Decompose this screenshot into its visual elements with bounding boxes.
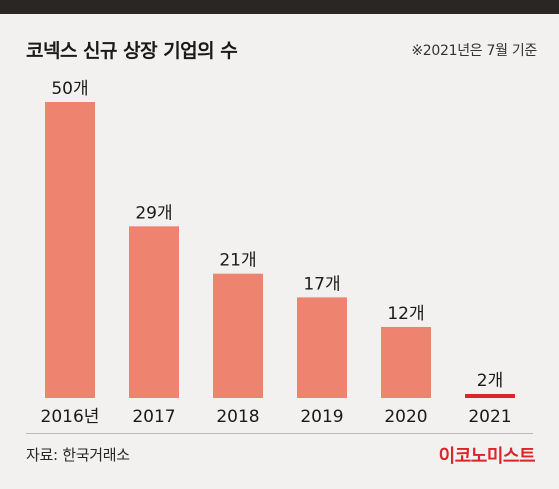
value-label-2: 21개 xyxy=(219,251,256,271)
x-tick-label-1: 2017 xyxy=(132,407,175,427)
x-tick-label-4: 2020 xyxy=(384,407,427,427)
chart-title: 코넥스 신규 상장 기업의 수 xyxy=(26,40,238,62)
bar-5 xyxy=(465,394,515,398)
chart-note: ※2021년은 7월 기준 xyxy=(411,43,537,59)
bar-4 xyxy=(381,326,431,398)
x-tick-label-2: 2018 xyxy=(216,407,259,427)
value-label-3: 17개 xyxy=(303,274,340,294)
source-label: 자료: 한국거래소 xyxy=(26,446,130,464)
value-label-1: 29개 xyxy=(135,203,172,223)
x-tick-label-5: 2021 xyxy=(468,407,511,427)
bottom-rule xyxy=(26,433,533,434)
value-label-4: 12개 xyxy=(387,304,424,324)
brand-logo: 이코노미스트 xyxy=(438,446,536,467)
value-label-0: 50개 xyxy=(51,79,88,99)
top-rule xyxy=(0,0,559,14)
bar-1 xyxy=(129,226,179,398)
bar-3 xyxy=(297,297,347,398)
x-tick-label-0: 2016년 xyxy=(41,407,100,427)
value-label-5: 2개 xyxy=(477,371,503,391)
bar-2 xyxy=(213,273,263,398)
x-tick-label-3: 2019 xyxy=(300,407,343,427)
bar-0 xyxy=(45,102,95,398)
bar-chart: 50개 2016년 29개 2017 21개 2018 17개 2019 12개 2020 2개 20… xyxy=(41,79,515,427)
